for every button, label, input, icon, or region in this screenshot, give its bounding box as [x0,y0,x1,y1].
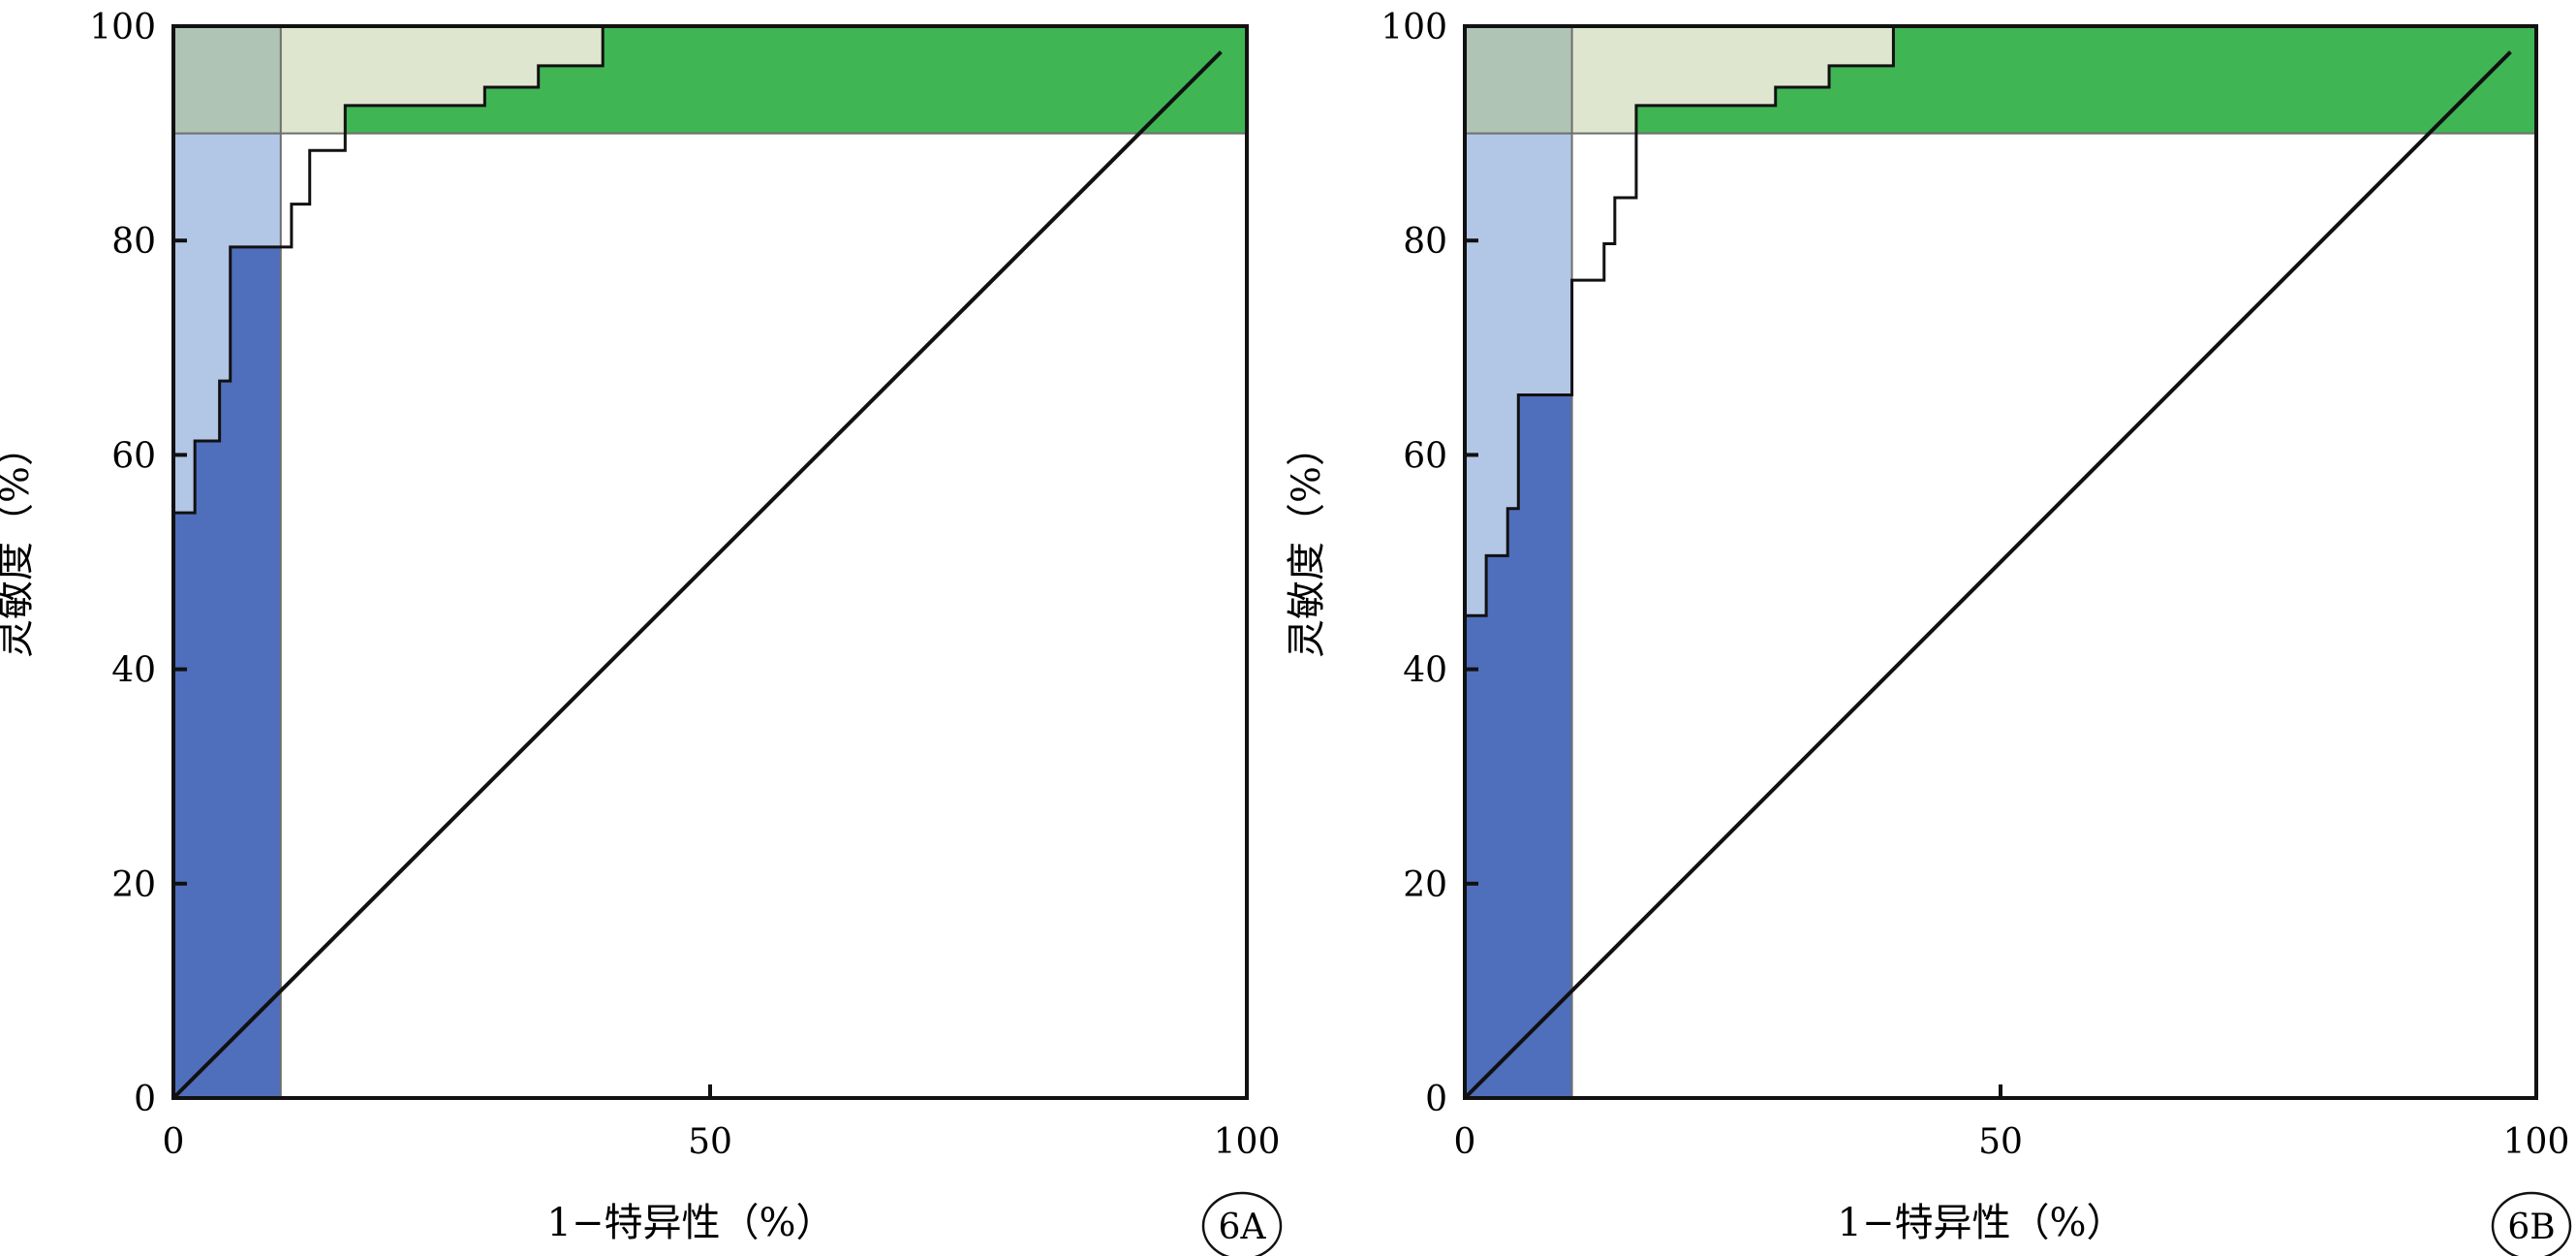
y-tick-label: 20 [111,865,156,905]
y-tick-label: 80 [111,222,156,262]
y-tick-label: 60 [1403,436,1447,476]
y-tick-label: 100 [89,8,156,47]
x-tick-label: 0 [1454,1122,1476,1162]
panel-tag-label: 6B [2507,1208,2555,1247]
y-tick-label: 60 [111,436,156,476]
x-tick-label: 50 [688,1122,732,1162]
x-axis-title: 1−特异性（%） [1838,1201,2126,1245]
x-tick-label: 50 [1978,1122,2023,1162]
y-tick-label: 20 [1403,865,1447,905]
overlap-region [173,26,281,134]
specificity-auc-area [173,246,281,1098]
y-tick-label: 40 [1403,651,1447,691]
diagonal-reference-line [1463,50,2512,1100]
roc-curve [173,24,1247,515]
diagonal-reference-line [171,50,1223,1100]
y-tick-label: 80 [1403,222,1447,262]
y-tick-label: 0 [134,1080,156,1119]
roc-panel-6a: 0 20 40 60 80 100 0 50 100 1−特异性（%） 灵敏度（%） 6A [0,8,1283,1256]
y-tick-label: 100 [1381,8,1447,47]
y-axis-title: 灵敏度（%） [0,427,38,658]
specificity-auc-area [1465,280,1572,1098]
panel-tag-circle [2491,1191,2572,1256]
roc-curve [1465,24,2536,617]
roc-panel-6b: 0 20 40 60 80 100 0 50 100 1−特异性（%） 灵敏度（%） 6B [1285,8,2572,1256]
y-axis-title: 灵敏度（%） [1285,427,1329,658]
x-tick-label: 100 [2503,1122,2570,1162]
x-axis-title: 1−特异性（%） [547,1201,835,1245]
x-tick-label: 0 [163,1122,185,1162]
overlap-region [1465,26,1572,134]
sensitivity-auc-area [1635,26,2536,134]
x-tick-label: 100 [1214,1122,1281,1162]
panel-tag-label: 6A [1219,1208,1267,1247]
sensitivity-auc-area [345,26,1247,134]
y-tick-label: 40 [111,651,156,691]
panel-tag-circle [1201,1191,1283,1256]
y-tick-label: 0 [1425,1080,1447,1119]
